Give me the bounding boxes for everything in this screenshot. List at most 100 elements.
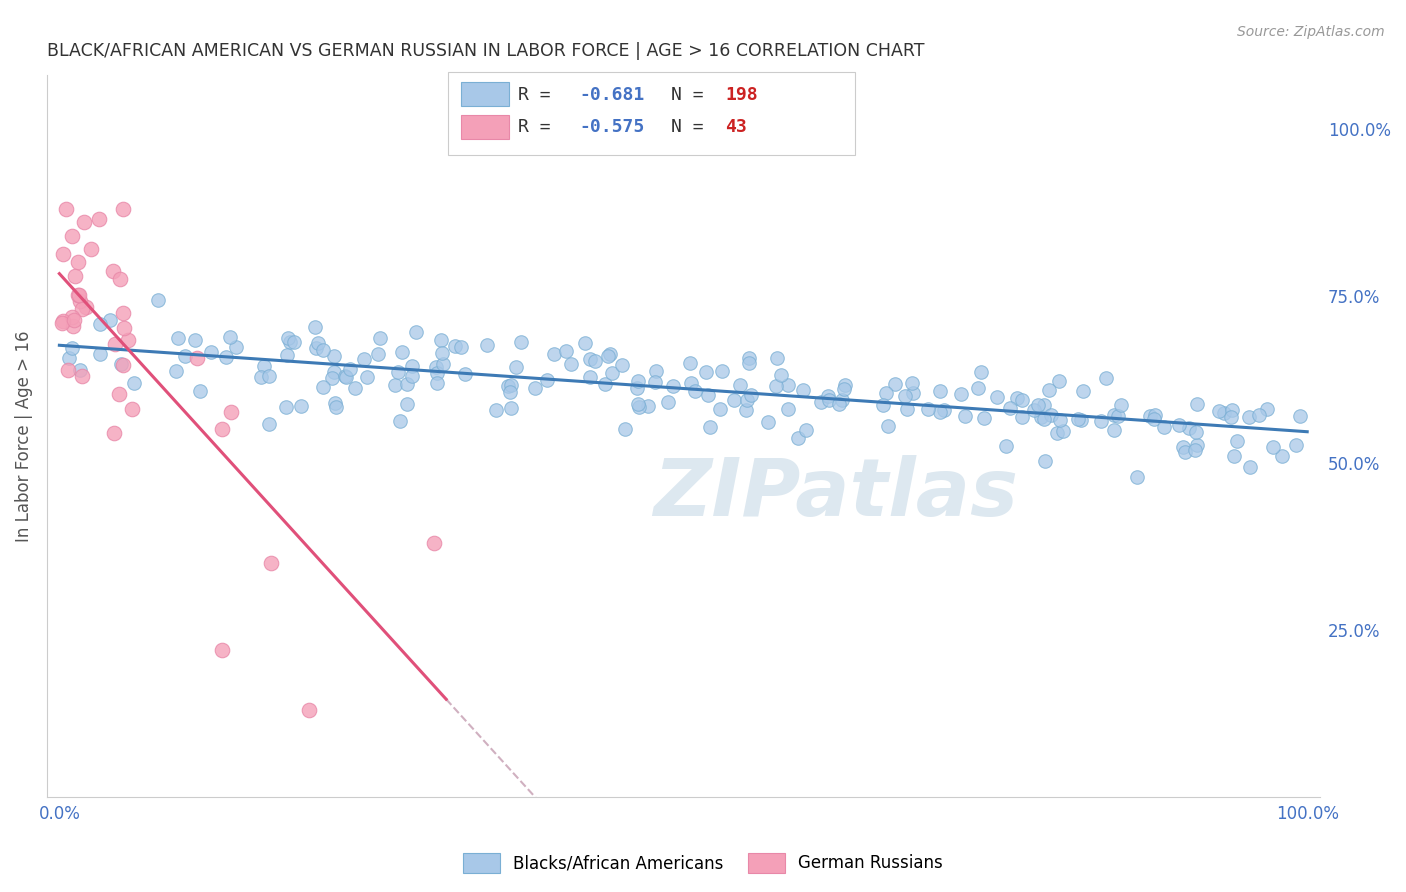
Point — [405, 325, 427, 339]
Point — [401, 359, 423, 373]
Point — [112, 321, 135, 335]
Point — [290, 399, 312, 413]
Point — [278, 334, 301, 349]
Point — [312, 379, 335, 393]
Point — [560, 357, 582, 371]
Point — [430, 334, 453, 348]
Point — [928, 384, 950, 398]
Point — [627, 397, 650, 411]
Point — [593, 377, 616, 392]
Point — [67, 288, 90, 302]
Point — [877, 419, 900, 434]
Point — [304, 319, 326, 334]
Point — [58, 351, 80, 366]
Point — [401, 369, 423, 384]
Point — [63, 268, 86, 283]
Point — [56, 362, 79, 376]
Point — [679, 356, 702, 370]
Point — [574, 336, 596, 351]
Point — [578, 370, 600, 384]
Point — [740, 388, 762, 402]
Point — [70, 301, 93, 316]
Point — [1212, 406, 1234, 420]
Point — [103, 425, 125, 440]
Point — [709, 402, 731, 417]
Point — [454, 367, 477, 381]
Point — [1239, 460, 1261, 475]
Point — [1285, 438, 1308, 452]
Point — [723, 392, 745, 407]
Point — [60, 310, 83, 325]
Point — [257, 368, 280, 383]
Legend: Blacks/African Americans, German Russians: Blacks/African Americans, German Russian… — [457, 847, 949, 880]
Point — [444, 339, 467, 353]
Point — [63, 313, 86, 327]
Point — [368, 331, 391, 345]
Point — [219, 405, 242, 419]
Point — [770, 368, 793, 383]
Point — [1011, 409, 1033, 424]
Point — [695, 366, 717, 380]
Point — [1174, 445, 1197, 459]
Point — [1143, 409, 1166, 423]
Point — [499, 401, 522, 415]
Point — [792, 384, 814, 398]
Point — [69, 293, 91, 308]
Point — [253, 359, 276, 373]
Point — [321, 370, 343, 384]
Point — [215, 351, 238, 365]
Point — [696, 388, 718, 402]
Point — [794, 423, 817, 437]
Point — [111, 306, 134, 320]
Point — [117, 333, 139, 347]
Point — [323, 349, 346, 363]
Point — [1109, 398, 1132, 412]
Point — [699, 420, 721, 434]
Point — [1220, 409, 1243, 424]
Point — [312, 343, 335, 358]
Point — [896, 401, 918, 416]
Point — [1288, 409, 1310, 423]
Point — [599, 347, 621, 361]
Point — [101, 264, 124, 278]
Point — [260, 556, 283, 570]
Point — [110, 357, 132, 371]
Point — [200, 345, 222, 359]
Point — [872, 398, 894, 412]
Point — [52, 246, 75, 260]
Point — [1208, 404, 1230, 418]
Point — [55, 202, 77, 216]
Point — [122, 376, 145, 391]
Point — [1223, 449, 1246, 463]
Point — [661, 379, 683, 393]
Point — [396, 397, 419, 411]
Point — [644, 376, 666, 390]
Text: N =: N = — [671, 118, 714, 136]
Point — [917, 402, 939, 417]
Point — [1256, 401, 1278, 416]
Point — [1094, 370, 1116, 384]
Point — [1184, 443, 1206, 458]
Point — [51, 316, 73, 330]
Point — [79, 242, 101, 256]
Point — [1033, 398, 1056, 412]
Point — [543, 347, 565, 361]
Point — [901, 386, 924, 401]
Text: 43: 43 — [725, 118, 747, 136]
Point — [450, 341, 472, 355]
Point — [818, 393, 841, 408]
Point — [787, 431, 810, 445]
Point — [1261, 440, 1284, 454]
Point — [1237, 410, 1260, 425]
Point — [426, 376, 449, 391]
Point — [211, 643, 233, 657]
Point — [73, 215, 96, 229]
Point — [1011, 393, 1033, 408]
Point — [929, 405, 952, 419]
Point — [612, 358, 634, 372]
Point — [60, 228, 83, 243]
Point — [710, 364, 733, 378]
Point — [1139, 409, 1161, 424]
Point — [87, 212, 110, 227]
Point — [277, 331, 299, 345]
